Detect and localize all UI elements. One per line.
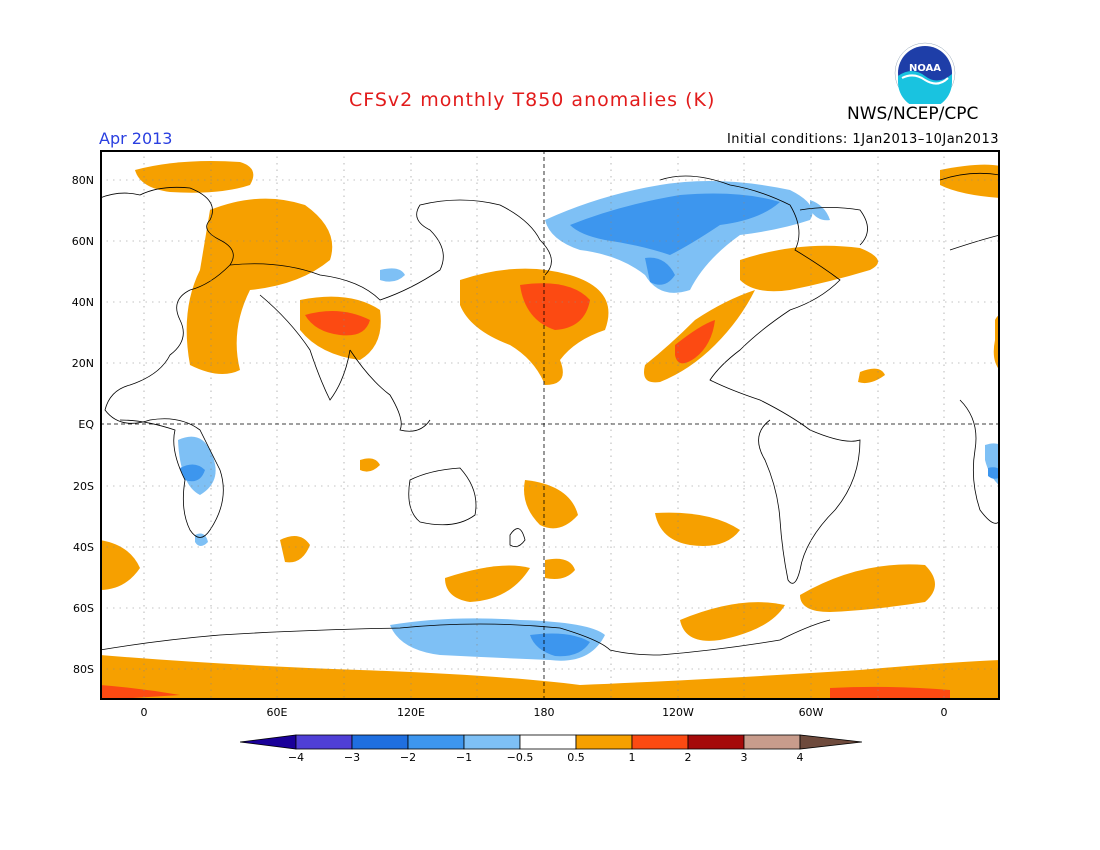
noaa-logo: NOAA <box>894 42 956 104</box>
lon-tick-label: 0 <box>140 706 148 719</box>
lon-tick-label: 0 <box>940 706 948 719</box>
lat-tick-label: 80N <box>71 174 94 187</box>
lat-tick-label: 20S <box>73 480 94 493</box>
warm-anomaly-regions <box>100 161 1000 700</box>
colorbar-label: 2 <box>684 751 692 764</box>
colorbar-segment <box>519 734 577 750</box>
colorbar-label: 4 <box>796 751 804 764</box>
colorbar-label: −2 <box>399 751 417 764</box>
colorbar-segment <box>240 734 297 750</box>
lon-tick-label: 60W <box>798 706 824 719</box>
lat-tick-label: 40N <box>71 296 94 309</box>
organization-label: NWS/NCEP/CPC <box>847 104 979 124</box>
strong-warm-anomaly-regions <box>100 283 950 700</box>
lat-tick-label: EQ <box>78 418 94 431</box>
lon-tick-label: 180 <box>533 706 555 719</box>
colorbar-segment <box>687 734 745 750</box>
colorbar-label: 3 <box>740 751 748 764</box>
strong-cool-anomaly-regions <box>180 193 1000 657</box>
colorbar-label: 0.5 <box>567 751 585 764</box>
colorbar-segment <box>799 734 862 750</box>
colorbar-label: −0.5 <box>506 751 534 764</box>
lat-tick-label: 40S <box>73 541 94 554</box>
colorbar-segment <box>631 734 689 750</box>
initial-conditions-label: Initial conditions: 1Jan2013–10Jan2013 <box>726 132 999 147</box>
colorbar-segment <box>295 734 353 750</box>
lat-tick-label: 80S <box>73 663 94 676</box>
colorbar-segment <box>407 734 465 750</box>
anomaly-map <box>100 150 1000 700</box>
lat-tick-label: 60N <box>71 235 94 248</box>
graticule <box>100 150 1000 700</box>
colorbar-segment <box>575 734 633 750</box>
svg-text:NOAA: NOAA <box>909 63 941 74</box>
chart-title: CFSv2 monthly T850 anomalies (K) <box>349 89 716 111</box>
lon-tick-label: 120W <box>662 706 694 719</box>
coastlines <box>100 172 1000 656</box>
lon-tick-label: 60E <box>266 706 288 719</box>
colorbar-segment <box>351 734 409 750</box>
colorbar-segment <box>463 734 521 750</box>
colorbar-segment <box>743 734 801 750</box>
colorbar-label: −3 <box>343 751 361 764</box>
month-label: Apr 2013 <box>99 129 173 148</box>
reference-lines <box>100 150 1000 700</box>
lon-tick-label: 120E <box>397 706 425 719</box>
map-frame <box>100 150 1000 700</box>
lat-tick-label: 20N <box>71 357 94 370</box>
colorbar <box>240 734 862 750</box>
colorbar-label: 1 <box>628 751 636 764</box>
lat-tick-label: 60S <box>73 602 94 615</box>
colorbar-label: −4 <box>287 751 305 764</box>
colorbar-label: −1 <box>455 751 473 764</box>
